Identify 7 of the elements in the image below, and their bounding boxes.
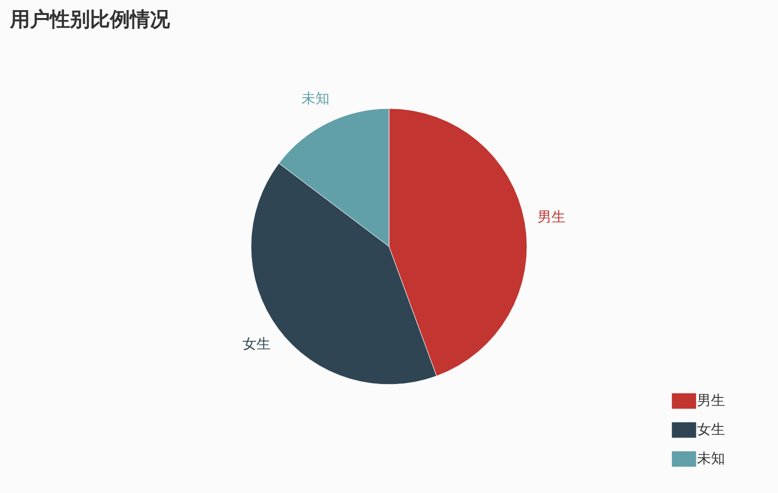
legend-label: 男生: [697, 393, 725, 409]
slice-label: 未知: [301, 90, 330, 107]
chart-title: 用户性别比例情况: [9, 7, 171, 31]
slice-label: 女生: [242, 336, 270, 353]
legend-label: 未知: [697, 451, 725, 467]
legend-label: 女生: [697, 422, 725, 438]
slice-label: 男生: [537, 210, 566, 226]
